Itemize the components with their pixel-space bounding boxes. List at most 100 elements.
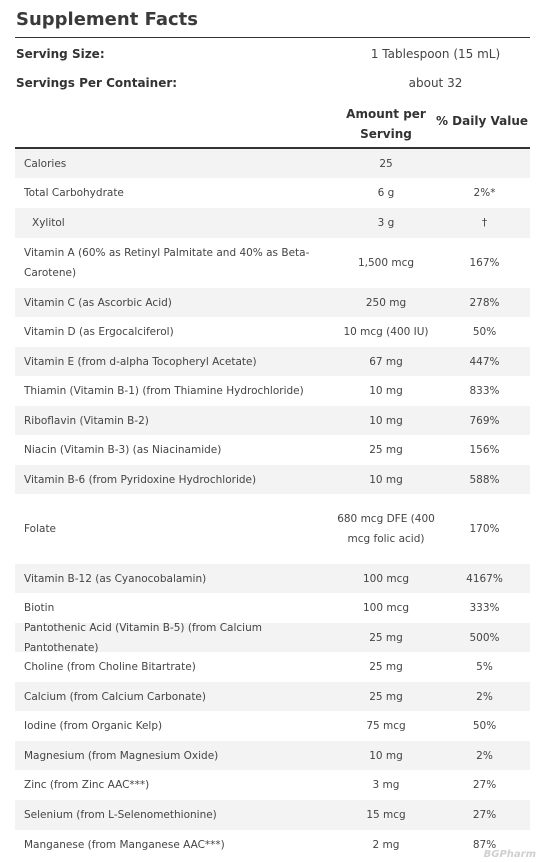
- nutrient-amount: 10 mg: [369, 414, 403, 427]
- nutrient-name: Total Carbohydrate: [24, 187, 124, 199]
- table-top-rule: [15, 147, 530, 149]
- table-row: Riboflavin (Vitamin B-2) 10 mg 769%: [15, 406, 530, 435]
- nutrient-amount: 100 mcg: [362, 602, 410, 614]
- table-row: Biotin 100 mcg 333%: [15, 593, 530, 623]
- table-row: Total Carbohydrate 6 g 2%*: [15, 178, 530, 208]
- nutrient-name: Pantothenic Acid (Vitamin B-5) (from Cal…: [24, 621, 262, 654]
- table-row: Magnesium (from Magnesium Oxide) 10 mg 2%: [15, 741, 530, 770]
- nutrient-daily-value: 2%: [476, 690, 493, 703]
- nutrient-name: Calcium (from Calcium Carbonate): [24, 690, 206, 703]
- nutrient-amount: 15 mcg: [366, 809, 406, 821]
- table-row: Pantothenic Acid (Vitamin B-5) (from Cal…: [15, 622, 530, 654]
- nutrient-daily-value: 4167%: [466, 572, 503, 585]
- header-daily-value: % Daily Value: [435, 114, 528, 128]
- nutrient-name: Calories: [24, 157, 67, 170]
- nutrient-amount: 25: [379, 157, 393, 170]
- nutrient-amount: 25 mg: [369, 444, 403, 456]
- servings-per-container-value: about 32: [408, 76, 463, 90]
- nutrient-daily-value: 170%: [469, 523, 500, 535]
- nutrient-table: Calories 25 Total Carbohydrate 6 g 2%* Xylito…: [15, 149, 530, 859]
- servings-per-container-label: Servings Per Container:: [16, 76, 178, 90]
- nutrient-amount: 10 mg: [369, 473, 403, 486]
- nutrient-amount: 680 mcg DFE (400 mcg folic acid): [337, 513, 435, 545]
- nutrient-name: Choline (from Choline Bitartrate): [24, 661, 196, 673]
- nutrient-daily-value: 2%*: [473, 187, 496, 199]
- nutrient-name: Xylitol: [32, 217, 65, 229]
- table-row: Xylitol 3 g †: [15, 208, 530, 238]
- page-title: Supplement Facts: [16, 9, 198, 30]
- nutrient-daily-value: 27%: [472, 809, 497, 821]
- nutrient-daily-value: 156%: [469, 444, 500, 456]
- nutrient-daily-value: 333%: [469, 602, 500, 614]
- nutrient-daily-value: 5%: [476, 661, 493, 673]
- nutrient-name: Niacin (Vitamin B-3) (as Niacinamide): [24, 444, 222, 456]
- nutrient-amount: 25 mg: [369, 661, 403, 673]
- nutrient-name: Iodine (from Organic Kelp): [24, 720, 163, 732]
- nutrient-name: Vitamin C (as Ascorbic Acid): [24, 296, 172, 309]
- nutrient-name: Vitamin B-6 (from Pyridoxine Hydrochlori…: [24, 473, 257, 486]
- table-row: Calories 25: [15, 149, 530, 178]
- table-row: Vitamin D (as Ergocalciferol) 10 mcg (400…: [15, 317, 530, 347]
- nutrient-name: Zinc (from Zinc AAC***): [24, 779, 150, 791]
- nutrient-daily-value: 167%: [469, 257, 500, 269]
- nutrient-amount: 10 mcg (400 IU): [343, 326, 429, 338]
- table-row: Thiamin (Vitamin B-1) (from Thiamine Hyd…: [15, 376, 530, 406]
- title-divider: [15, 37, 530, 38]
- nutrient-amount: 10 mg: [369, 749, 403, 762]
- nutrient-daily-value: 27%: [472, 779, 497, 791]
- table-row: Calcium (from Calcium Carbonate) 25 mg 2%: [15, 682, 530, 711]
- nutrient-amount: 3 g: [377, 217, 395, 229]
- servings-per-container-row: Servings Per Container: about 32: [0, 68, 542, 97]
- nutrient-daily-value: 2%: [476, 749, 493, 762]
- nutrient-name: Vitamin B-12 (as Cyanocobalamin): [24, 572, 207, 585]
- nutrient-amount: 10 mg: [369, 385, 403, 397]
- nutrient-amount: 25 mg: [369, 690, 403, 703]
- nutrient-name: Vitamin E (from d-alpha Tocopheryl Aceta…: [24, 355, 257, 368]
- table-row: Vitamin B-12 (as Cyanocobalamin) 100 mcg 4…: [15, 564, 530, 593]
- nutrient-amount: 6 g: [377, 187, 395, 199]
- table-row: Vitamin E (from d-alpha Tocopheryl Aceta…: [15, 347, 530, 376]
- nutrient-daily-value: 769%: [469, 414, 500, 427]
- table-row: Vitamin B-6 (from Pyridoxine Hydrochlori…: [15, 465, 530, 494]
- table-row: Choline (from Choline Bitartrate) 25 mg 5%: [15, 652, 530, 682]
- nutrient-daily-value: 833%: [469, 385, 500, 397]
- nutrient-daily-value: 50%: [472, 720, 497, 732]
- nutrient-name: Vitamin D (as Ergocalciferol): [24, 326, 174, 338]
- table-row: Niacin (Vitamin B-3) (as Niacinamide) 25 …: [15, 435, 530, 465]
- table-row: Manganese (from Manganese AAC***) 2 mg 87%: [15, 830, 530, 859]
- nutrient-name: Selenium (from L-Selenomethionine): [24, 809, 217, 821]
- nutrient-amount: 75 mcg: [366, 720, 406, 732]
- nutrient-amount: 250 mg: [365, 296, 407, 309]
- nutrient-daily-value: 500%: [469, 631, 500, 644]
- nutrient-name: Biotin: [24, 602, 55, 614]
- table-row: Vitamin C (as Ascorbic Acid) 250 mg 278%: [15, 288, 530, 317]
- watermark-logo: BGPharm: [483, 849, 536, 860]
- nutrient-name: Vitamin A (60% as Retinyl Palmitate and …: [24, 247, 310, 279]
- nutrient-amount: 67 mg: [369, 355, 403, 368]
- table-row: Zinc (from Zinc AAC***) 3 mg 27%: [15, 770, 530, 800]
- nutrient-name: Magnesium (from Magnesium Oxide): [24, 749, 219, 762]
- nutrient-amount: 1,500 mcg: [357, 257, 415, 269]
- nutrient-amount: 100 mcg: [362, 572, 410, 585]
- header-amount-per-serving: Amount per Serving: [346, 107, 426, 141]
- table-row: Iodine (from Organic Kelp) 75 mcg 50%: [15, 711, 530, 741]
- nutrient-daily-value: 588%: [469, 473, 500, 486]
- table-row: Selenium (from L-Selenomethionine) 15 mcg…: [15, 800, 530, 830]
- nutrient-daily-value: 447%: [469, 355, 500, 368]
- nutrient-name: Folate: [24, 523, 57, 535]
- nutrient-daily-value: 50%: [472, 326, 497, 338]
- nutrient-daily-value: †: [481, 217, 488, 229]
- nutrient-amount: 25 mg: [369, 631, 403, 644]
- nutrient-name: Thiamin (Vitamin B-1) (from Thiamine Hyd…: [24, 385, 304, 397]
- table-row: Vitamin A (60% as Retinyl Palmitate and …: [15, 238, 530, 288]
- nutrient-daily-value: 278%: [469, 296, 500, 309]
- nutrient-daily-value: 87%: [472, 838, 497, 851]
- nutrient-name: Manganese (from Manganese AAC***): [24, 838, 225, 851]
- nutrient-amount: 3 mg: [372, 779, 400, 791]
- serving-size-label: Serving Size:: [16, 47, 105, 61]
- serving-size-value: 1 Tablespoon (15 mL): [370, 47, 501, 61]
- table-row: Folate 680 mcg DFE (400 mcg folic acid) 17…: [15, 494, 530, 564]
- serving-size-row: Serving Size: 1 Tablespoon (15 mL): [0, 39, 542, 68]
- nutrient-name: Riboflavin (Vitamin B-2): [24, 414, 149, 427]
- nutrient-amount: 2 mg: [372, 838, 400, 851]
